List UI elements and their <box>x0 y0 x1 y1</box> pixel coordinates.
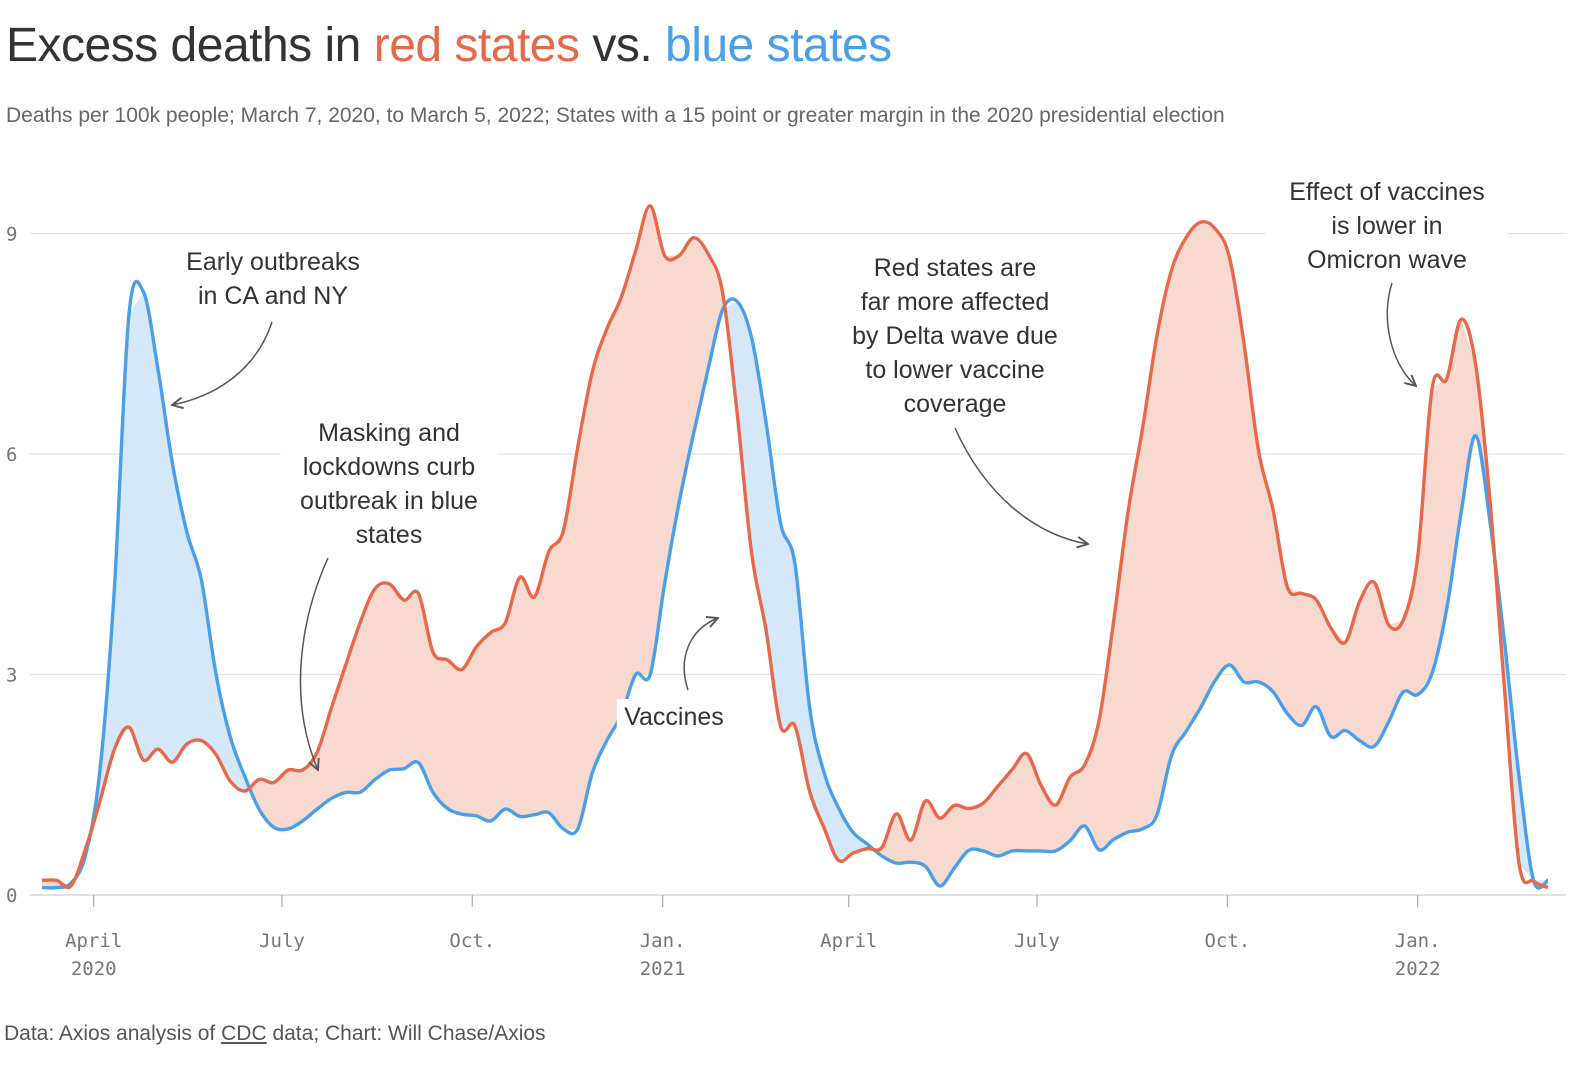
x-tick-label-2: Oct. <box>449 930 495 952</box>
chart-subtitle: Deaths per 100k people; March 7, 2020, t… <box>6 104 1225 127</box>
series-lines <box>41 204 1549 890</box>
cdc-link[interactable]: CDC <box>221 1022 267 1045</box>
annotation-delta-bg <box>840 250 1070 426</box>
red-excess-fill <box>249 205 725 829</box>
y-tick-9: 9 <box>6 224 17 246</box>
source-suffix: data; Chart: Will Chase/Axios <box>266 1022 546 1045</box>
x-tick-label-5: July <box>1014 930 1060 952</box>
annotation-early-outbreaks-line-1: in CA and NY <box>198 282 348 310</box>
title-red-states: red states <box>373 19 580 72</box>
annotation-masking-line-3: states <box>356 521 423 549</box>
annotations: Early outbreaks in CA and NY Masking and lo… <box>171 174 1509 739</box>
annotation-omicron-bg <box>1265 174 1509 282</box>
blue-states-line <box>41 279 1549 890</box>
difference-fills <box>42 205 1548 888</box>
arrow-vaccines <box>683 618 718 691</box>
annotation-delta-line-2: by Delta wave due <box>852 322 1058 350</box>
red-excess-fill <box>872 222 1495 886</box>
annotation-delta-line-0: Red states are <box>874 254 1037 282</box>
annotation-arrows <box>172 282 1416 770</box>
x-tick-label-4: April <box>820 930 877 952</box>
arrow-early-outbreaks <box>172 321 273 405</box>
x-tick-label-7: Jan. <box>1395 930 1441 952</box>
annotation-vaccines-line-0: Vaccines <box>624 703 724 731</box>
x-tick-label-3: Jan. <box>640 930 686 952</box>
y-tick-3: 3 <box>6 665 17 687</box>
x-tick-year-7: 2022 <box>1395 958 1441 980</box>
annotation-masking-bg <box>280 415 498 557</box>
blue-excess-fill <box>1494 558 1548 888</box>
blue-excess-fill <box>87 291 250 842</box>
annotation-delta-line-3: to lower vaccine <box>865 356 1044 384</box>
arrow-masking <box>299 557 329 770</box>
arrow-omicron <box>1386 282 1416 386</box>
source-note: Data: Axios analysis of CDC data; Chart:… <box>4 1022 546 1046</box>
y-axis: 0 3 6 9 <box>6 224 17 908</box>
red-states-line <box>41 204 1549 890</box>
arrow-delta <box>954 427 1088 544</box>
blue-excess-fill <box>724 301 873 861</box>
title-blue-states: blue states <box>665 19 892 72</box>
x-tick-year-3: 2021 <box>640 958 686 980</box>
annotation-omicron-line-1: is lower in <box>1331 212 1442 240</box>
annotation-early-outbreaks-bg <box>171 244 375 318</box>
annotation-masking-line-1: lockdowns curb <box>303 453 475 481</box>
annotation-delta-line-1: far more affected <box>861 288 1050 316</box>
x-axis: April 2020 July Oct. Jan. 2021 April July Oct. Ja… <box>65 895 1441 980</box>
x-tick-year-0: 2020 <box>71 958 117 980</box>
chart-title: Excess deaths in red states vs. blue sta… <box>6 18 892 73</box>
annotation-delta-line-4: coverage <box>904 390 1007 418</box>
source-prefix: Data: Axios analysis of <box>4 1022 222 1045</box>
annotation-masking-line-0: Masking and <box>318 419 460 447</box>
annotation-vaccines-bg <box>616 699 732 739</box>
title-part1: Excess deaths in <box>6 19 374 72</box>
y-tick-0: 0 <box>6 885 17 907</box>
annotation-omicron-line-2: Omicron wave <box>1307 246 1467 274</box>
x-tick-label-1: July <box>259 930 305 952</box>
annotation-masking-line-2: outbreak in blue <box>300 487 478 515</box>
annotation-omicron-line-0: Effect of vaccines <box>1289 178 1484 206</box>
y-tick-6: 6 <box>6 444 17 466</box>
title-part2: vs. <box>579 19 665 72</box>
annotation-early-outbreaks-line-0: Early outbreaks <box>186 248 360 276</box>
x-tick-label-6: Oct. <box>1204 930 1250 952</box>
x-tick-label-0: April <box>65 930 122 952</box>
